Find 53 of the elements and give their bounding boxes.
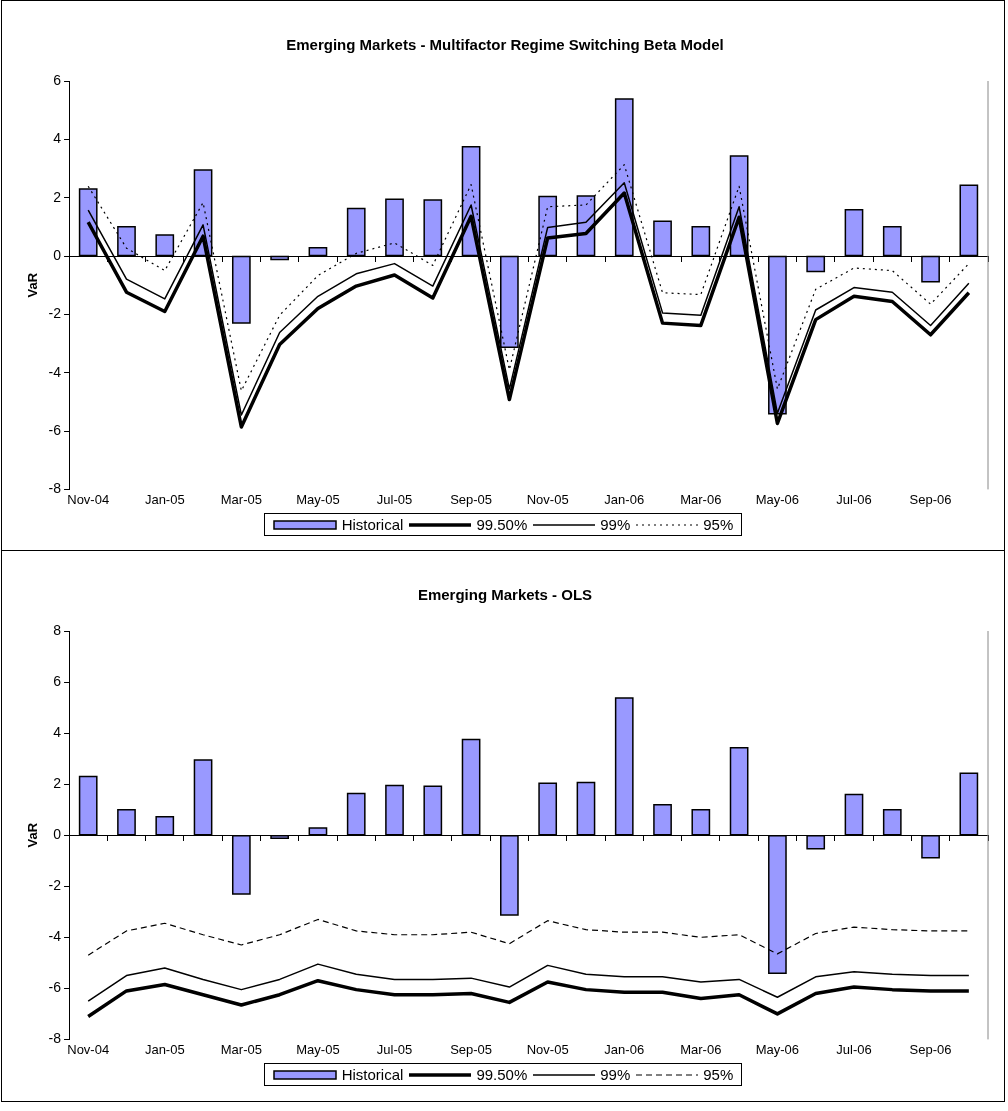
y-tick-label: -4 <box>48 928 62 945</box>
x-tick-label: May-06 <box>755 1041 800 1057</box>
x-tick-label: Jul-05 <box>376 1041 413 1057</box>
x-tick-label: Sep-05 <box>450 1041 493 1057</box>
y-tick-label: 0 <box>53 246 62 263</box>
x-tick-label: Mar-06 <box>680 491 722 507</box>
x-tick-label: May-06 <box>755 491 800 507</box>
x-tick-label: Jul-05 <box>376 491 413 507</box>
y-tick-label: -6 <box>48 421 62 438</box>
x-tick-label: Mar-05 <box>220 1041 262 1057</box>
y-tick-label: -2 <box>48 877 62 894</box>
x-tick-label: Jul-06 <box>836 491 872 507</box>
chart-title: Emerging Markets - OLS <box>417 586 593 604</box>
legend-label: Historical <box>341 516 404 533</box>
legend-label: 99% <box>600 1066 631 1083</box>
x-tick-label: Jul-06 <box>836 1041 872 1057</box>
y-tick-label: -6 <box>48 979 62 996</box>
x-tick-label: Jan-06 <box>604 491 645 507</box>
y-tick-label: 2 <box>53 188 62 205</box>
x-tick-label: Nov-05 <box>526 491 569 507</box>
legend-label: 95% <box>703 1066 734 1083</box>
x-tick-label: Sep-05 <box>450 491 493 507</box>
y-tick-label: 4 <box>53 723 62 740</box>
x-tick-label: May-05 <box>296 1041 340 1057</box>
x-tick-label: Sep-06 <box>909 491 952 507</box>
legend-label: 95% <box>703 516 734 533</box>
legend-label: 99.50% <box>476 1066 528 1083</box>
x-tick-label: Jan-05 <box>144 491 185 507</box>
y-tick-label: 8 <box>53 621 62 638</box>
x-tick-label: May-05 <box>296 491 340 507</box>
y-tick-label: -8 <box>48 1030 62 1047</box>
x-tick-label: Nov-05 <box>526 1041 569 1057</box>
y-tick-label: -2 <box>48 305 62 322</box>
y-tick-label: 6 <box>53 672 62 689</box>
x-tick-label: Jan-05 <box>144 1041 185 1057</box>
y-axis-title: VaR <box>25 822 41 848</box>
y-tick-label: 4 <box>53 130 62 147</box>
chart-title: Emerging Markets - Multifactor Regime Switching Beta Model <box>286 36 724 54</box>
legend-label: Historical <box>341 1066 404 1083</box>
y-tick-label: 0 <box>53 826 62 843</box>
x-tick-label: Mar-05 <box>220 491 262 507</box>
x-tick-label: Mar-06 <box>680 1041 722 1057</box>
y-tick-label: -4 <box>48 363 62 380</box>
x-tick-label: Nov-04 <box>67 491 110 507</box>
legend-label: 99% <box>600 516 631 533</box>
x-tick-label: Nov-04 <box>67 1041 110 1057</box>
y-tick-label: 2 <box>53 775 62 792</box>
y-tick-label: 6 <box>53 71 62 88</box>
x-tick-label: Sep-06 <box>909 1041 952 1057</box>
y-axis-title: VaR <box>25 272 41 298</box>
y-tick-label: -8 <box>48 480 62 497</box>
legend-label: 99.50% <box>476 516 528 533</box>
x-tick-label: Jan-06 <box>604 1041 645 1057</box>
